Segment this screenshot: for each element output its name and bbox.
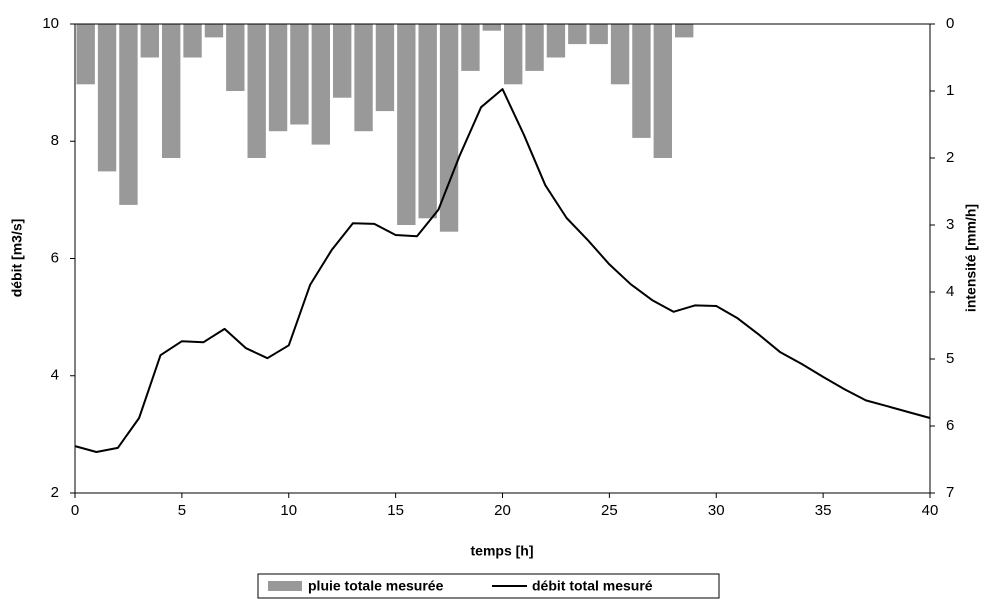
bar (504, 24, 523, 85)
bar (290, 24, 309, 125)
bar (632, 24, 651, 138)
y-tick-label: 6 (51, 249, 59, 266)
bar (546, 24, 566, 58)
bar (354, 24, 373, 132)
bar (482, 24, 501, 31)
y2-axis-title: intensité [mm/h] (963, 204, 979, 312)
x-tick-label: 25 (601, 502, 618, 519)
bar (461, 24, 480, 71)
x-tick-label: 35 (815, 502, 832, 519)
x-tick-label: 10 (280, 502, 297, 519)
y2-tick-label: 0 (946, 15, 954, 32)
bar (268, 24, 288, 132)
y2-tick-label: 1 (946, 82, 954, 99)
bar (333, 24, 352, 98)
bar (183, 24, 202, 58)
x-axis-title: temps [h] (471, 543, 534, 559)
line (74, 88, 931, 453)
bar (247, 24, 266, 158)
x-tick-label: 0 (71, 502, 79, 519)
y2-tick-label: 5 (946, 350, 954, 367)
x-tick-label: 20 (494, 502, 511, 519)
y-tick-label: 2 (51, 484, 59, 501)
bar (97, 24, 117, 172)
bar (162, 24, 181, 158)
y-tick-label: 8 (51, 132, 59, 149)
bar (375, 24, 395, 112)
bar (653, 24, 672, 158)
bar (397, 24, 416, 225)
bar (204, 24, 224, 38)
y2-tick-label: 4 (946, 283, 954, 300)
y-axis-title: débit [m3/s] (9, 219, 25, 298)
legend-swatch (268, 581, 302, 591)
y-tick-label: 4 (51, 367, 59, 384)
x-tick-label: 30 (708, 502, 725, 519)
plot-frame (74, 23, 931, 494)
y2-tick-label: 2 (946, 149, 954, 166)
bar (439, 24, 459, 232)
y2-tick-label: 6 (946, 417, 954, 434)
bar (140, 24, 159, 58)
y-tick-label: 10 (42, 15, 59, 32)
bar (418, 24, 437, 219)
bar (226, 24, 245, 91)
x-tick-label: 5 (178, 502, 186, 519)
y2-tick-label: 7 (946, 484, 954, 501)
legend (257, 573, 720, 599)
y2-tick-label: 3 (946, 216, 954, 233)
bar (311, 24, 330, 145)
bar (610, 24, 630, 85)
x-tick-label: 40 (922, 502, 939, 519)
legend-label: débit total mesuré (532, 578, 653, 594)
bar (675, 24, 694, 38)
legend-label: pluie totale mesurée (308, 578, 444, 594)
bar (568, 24, 587, 45)
bar (525, 24, 544, 71)
bar (119, 24, 138, 205)
bar (76, 24, 95, 85)
bar (589, 24, 608, 45)
x-tick-label: 15 (387, 502, 404, 519)
